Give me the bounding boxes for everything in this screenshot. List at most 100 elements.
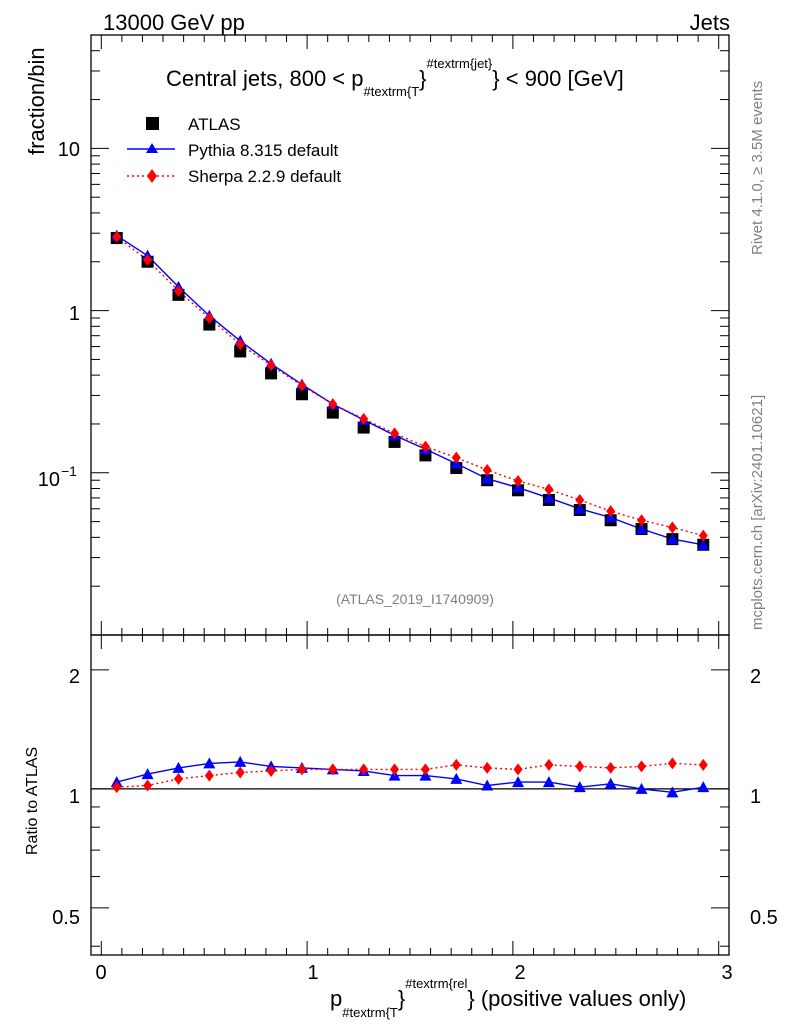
main-point-sherpa [359, 412, 369, 425]
ratio-point-pythia [141, 768, 154, 780]
main-point-pythia [512, 481, 525, 493]
main-point-pythia [573, 502, 586, 514]
main-point-atlas [234, 345, 247, 358]
legend-marker-atlas [146, 117, 159, 130]
main-point-sherpa [173, 285, 183, 298]
main-point-pythia [542, 491, 555, 503]
main-line-pythia [116, 235, 704, 546]
ratio-tick-label-left-2: 2 [69, 666, 80, 688]
xlabel: p#textrm{T}#textrm{rel} (positive values… [330, 976, 686, 1020]
main-point-pythia [481, 472, 494, 484]
main-point-sherpa [266, 359, 276, 372]
main-point-sherpa [513, 475, 523, 488]
main-point-sherpa [698, 529, 708, 542]
ratio-point-sherpa [143, 779, 153, 792]
xtick-label-1: 1 [307, 962, 318, 984]
main-point-sherpa [390, 427, 400, 440]
main-point-sherpa [606, 505, 616, 518]
header-right: Jets [690, 10, 730, 35]
main-frame [90, 34, 730, 636]
xtick-label-0: 0 [95, 962, 106, 984]
ratio-tick-label-left-0.5: 0.5 [52, 907, 80, 929]
ratio-point-sherpa [637, 760, 647, 773]
main-point-sherpa [544, 483, 554, 496]
ratio-point-pythia [604, 777, 617, 789]
ytick-label-10: 10 [58, 139, 80, 161]
ratio-point-pythia [234, 755, 247, 767]
ratio-point-sherpa [698, 758, 708, 771]
main-point-sherpa [112, 230, 122, 243]
ratio-point-sherpa [235, 766, 245, 779]
ratio-tick-label-right-0.5: 0.5 [750, 907, 778, 929]
ratio-point-pythia [203, 757, 216, 769]
main-point-atlas [295, 388, 308, 401]
ytick-label-0.1: 10 [38, 469, 60, 491]
ratio-point-pythia [172, 761, 185, 773]
main-point-pythia [635, 523, 648, 535]
ratio-point-sherpa [667, 757, 677, 770]
legend-marker-sherpa [147, 169, 157, 183]
ratio-point-sherpa [451, 758, 461, 771]
main-point-atlas [265, 367, 278, 380]
chart-title: Central jets, 800 < p#textrm{T}#textrm{j… [166, 56, 624, 99]
main-line-sherpa [116, 236, 704, 537]
ratio-tick-label-left-1: 1 [69, 786, 80, 808]
ratio-point-sherpa [112, 781, 122, 794]
main-point-sherpa [204, 312, 214, 325]
ylabel-main: fraction/bin [24, 47, 49, 155]
ratio-point-pythia [512, 776, 525, 788]
ratio-point-sherpa [359, 763, 369, 776]
ratio-point-pythia [542, 776, 555, 788]
header-left: 13000 GeV pp [103, 10, 245, 35]
ratio-line-sherpa [116, 762, 704, 788]
main-point-atlas [326, 406, 339, 419]
ratio-line-pythia [116, 761, 704, 794]
main-point-sherpa [143, 254, 153, 267]
ratio-point-pythia [635, 782, 648, 794]
ratio-point-sherpa [266, 764, 276, 777]
main-point-pythia [666, 533, 679, 545]
ratio-point-sherpa [513, 763, 523, 776]
ratio-point-sherpa [482, 761, 492, 774]
main-point-sherpa [451, 451, 461, 464]
main-point-sherpa [297, 379, 307, 392]
ratio-point-sherpa [204, 769, 214, 782]
legend-label-sherpa: Sherpa 2.2.9 default [188, 167, 341, 186]
ytick-label-0.1-exp: −1 [61, 463, 77, 479]
ratio-series [110, 755, 710, 798]
ratio-point-pythia [481, 779, 494, 791]
ratio-tick-label-right-2: 2 [750, 666, 761, 688]
main-series [110, 229, 710, 551]
ratio-frame [90, 634, 730, 956]
main-point-sherpa [575, 493, 585, 506]
ratio-point-pythia [573, 781, 586, 793]
xtick-label-3: 3 [721, 962, 732, 984]
xtick-label-2: 2 [514, 962, 525, 984]
ytick-label-1: 1 [69, 303, 80, 325]
main-point-sherpa [420, 440, 430, 453]
side-label-top: Rivet 4.1.0, ≥ 3.5M events [749, 81, 766, 255]
ratio-tick-label-right-1: 1 [750, 786, 761, 808]
main-point-sherpa [667, 521, 677, 534]
ratio-point-sherpa [328, 763, 338, 776]
ratio-point-pythia [666, 786, 679, 798]
main-point-sherpa [482, 464, 492, 477]
ratio-point-pythia [697, 781, 710, 793]
ratio-point-sherpa [544, 758, 554, 771]
legend: ATLAS Pythia 8.315 default Sherpa 2.2.9 … [127, 115, 341, 186]
ratio-point-sherpa [575, 760, 585, 773]
legend-marker-pythia [146, 143, 158, 153]
ratio-point-sherpa [297, 763, 307, 776]
main-point-sherpa [637, 514, 647, 527]
ratio-point-sherpa [173, 772, 183, 785]
main-point-atlas [203, 318, 216, 331]
ratio-point-sherpa [420, 763, 430, 776]
axis-ticks [91, 34, 729, 955]
ratio-point-pythia [450, 772, 463, 784]
ratio-point-sherpa [390, 763, 400, 776]
ylabel-ratio: Ratio to ATLAS [24, 747, 41, 855]
analysis-id: (ATLAS_2019_I1740909) [336, 591, 494, 607]
main-point-sherpa [235, 338, 245, 351]
main-point-pythia [697, 538, 710, 550]
